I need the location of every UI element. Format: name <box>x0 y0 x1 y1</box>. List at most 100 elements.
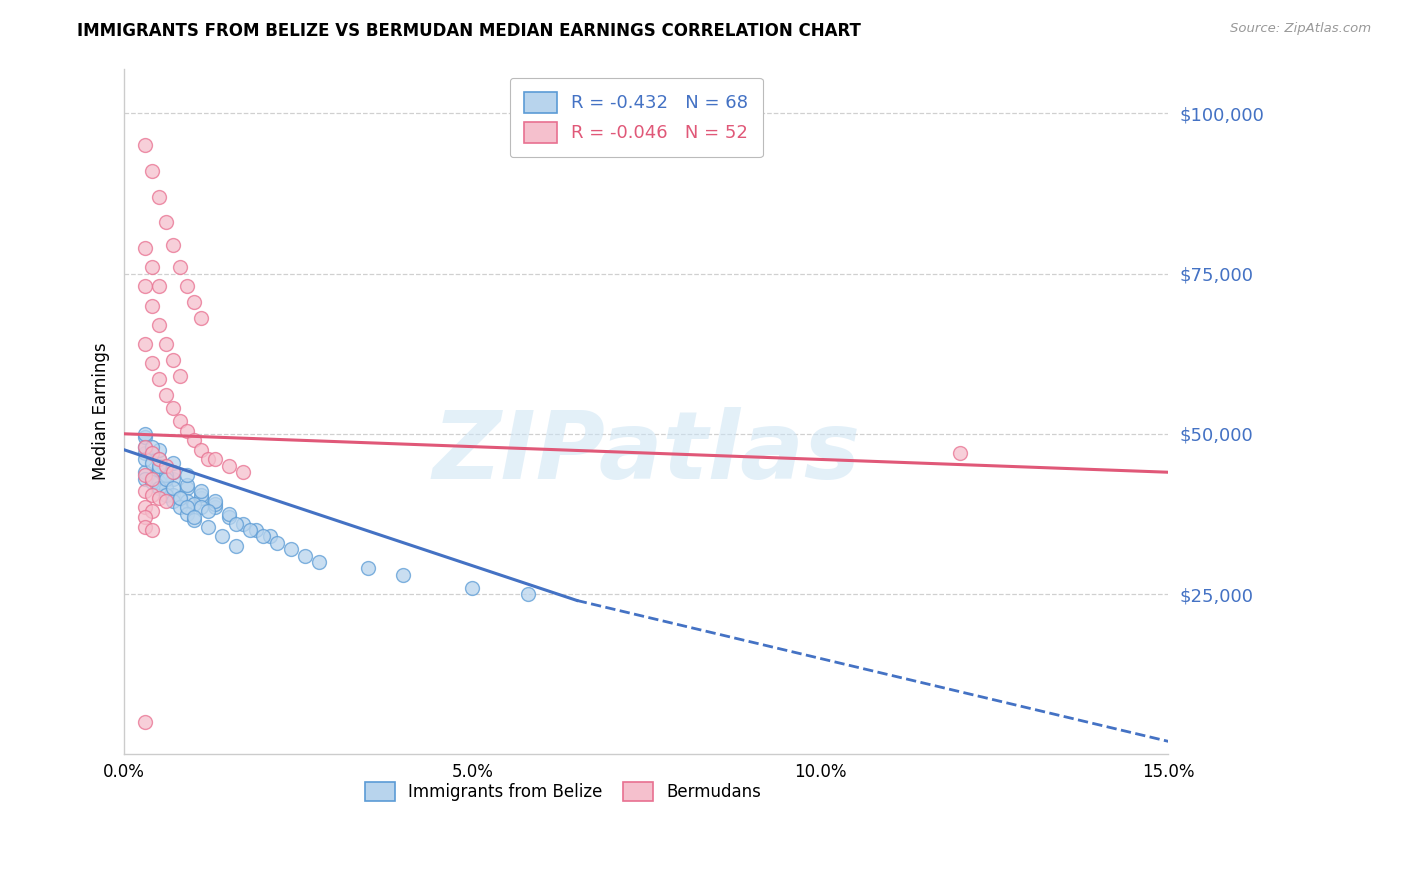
Point <box>148 372 170 386</box>
Point <box>232 465 254 479</box>
Point <box>218 458 240 473</box>
Point <box>949 446 972 460</box>
Point <box>148 458 170 473</box>
Point <box>141 475 163 489</box>
Point <box>148 279 170 293</box>
Point <box>183 497 205 511</box>
Point <box>141 472 163 486</box>
Point <box>162 488 184 502</box>
Point <box>141 299 163 313</box>
Point <box>141 456 163 470</box>
Point <box>155 494 177 508</box>
Point <box>169 260 191 275</box>
Point <box>391 567 413 582</box>
Point <box>134 468 156 483</box>
Point <box>211 529 233 543</box>
Point <box>204 497 226 511</box>
Point <box>162 472 184 486</box>
Point <box>357 561 380 575</box>
Point <box>218 507 240 521</box>
Point <box>162 494 184 508</box>
Y-axis label: Median Earnings: Median Earnings <box>93 343 110 480</box>
Point <box>134 279 156 293</box>
Point <box>141 260 163 275</box>
Point <box>148 190 170 204</box>
Point <box>134 241 156 255</box>
Text: Source: ZipAtlas.com: Source: ZipAtlas.com <box>1230 22 1371 36</box>
Point <box>134 472 156 486</box>
Point <box>252 529 274 543</box>
Point <box>162 353 184 368</box>
Point <box>148 491 170 505</box>
Point <box>148 442 170 457</box>
Point <box>176 507 198 521</box>
Point <box>155 468 177 483</box>
Point <box>190 491 212 505</box>
Point <box>155 488 177 502</box>
Point <box>176 478 198 492</box>
Point <box>259 529 281 543</box>
Point <box>134 138 156 153</box>
Point <box>134 510 156 524</box>
Point <box>280 542 302 557</box>
Point <box>225 516 247 531</box>
Point <box>169 414 191 428</box>
Point <box>148 458 170 473</box>
Point <box>176 279 198 293</box>
Point <box>176 494 198 508</box>
Point <box>141 356 163 370</box>
Point <box>245 523 267 537</box>
Point <box>176 424 198 438</box>
Point <box>148 318 170 332</box>
Legend: Immigrants from Belize, Bermudans: Immigrants from Belize, Bermudans <box>352 769 775 814</box>
Point <box>155 388 177 402</box>
Point <box>190 442 212 457</box>
Point <box>190 488 212 502</box>
Point <box>169 491 191 505</box>
Point <box>190 484 212 499</box>
Point <box>162 481 184 495</box>
Point <box>134 426 156 441</box>
Point <box>148 452 170 467</box>
Point <box>134 465 156 479</box>
Point <box>176 500 198 515</box>
Point <box>204 452 226 467</box>
Point <box>148 475 170 489</box>
Point <box>134 500 156 515</box>
Point <box>169 491 191 505</box>
Point <box>176 468 198 483</box>
Point <box>169 369 191 384</box>
Point <box>148 481 170 495</box>
Point <box>141 440 163 454</box>
Point <box>155 337 177 351</box>
Point <box>238 523 260 537</box>
Point <box>190 311 212 326</box>
Point <box>183 510 205 524</box>
Point <box>134 440 156 454</box>
Point <box>148 452 170 467</box>
Point <box>141 472 163 486</box>
Point <box>162 456 184 470</box>
Point <box>155 215 177 229</box>
Point <box>294 549 316 563</box>
Point <box>134 519 156 533</box>
Point <box>155 472 177 486</box>
Point <box>155 481 177 495</box>
Point <box>141 164 163 178</box>
Point <box>162 465 184 479</box>
Point <box>183 434 205 448</box>
Point <box>308 555 330 569</box>
Point <box>162 401 184 416</box>
Point <box>134 446 156 460</box>
Point <box>148 462 170 476</box>
Point <box>183 295 205 310</box>
Point <box>134 337 156 351</box>
Point <box>134 715 156 730</box>
Point <box>218 510 240 524</box>
Point <box>517 587 540 601</box>
Point <box>134 430 156 444</box>
Point <box>190 500 212 515</box>
Point <box>461 581 484 595</box>
Point <box>134 484 156 499</box>
Point <box>169 500 191 515</box>
